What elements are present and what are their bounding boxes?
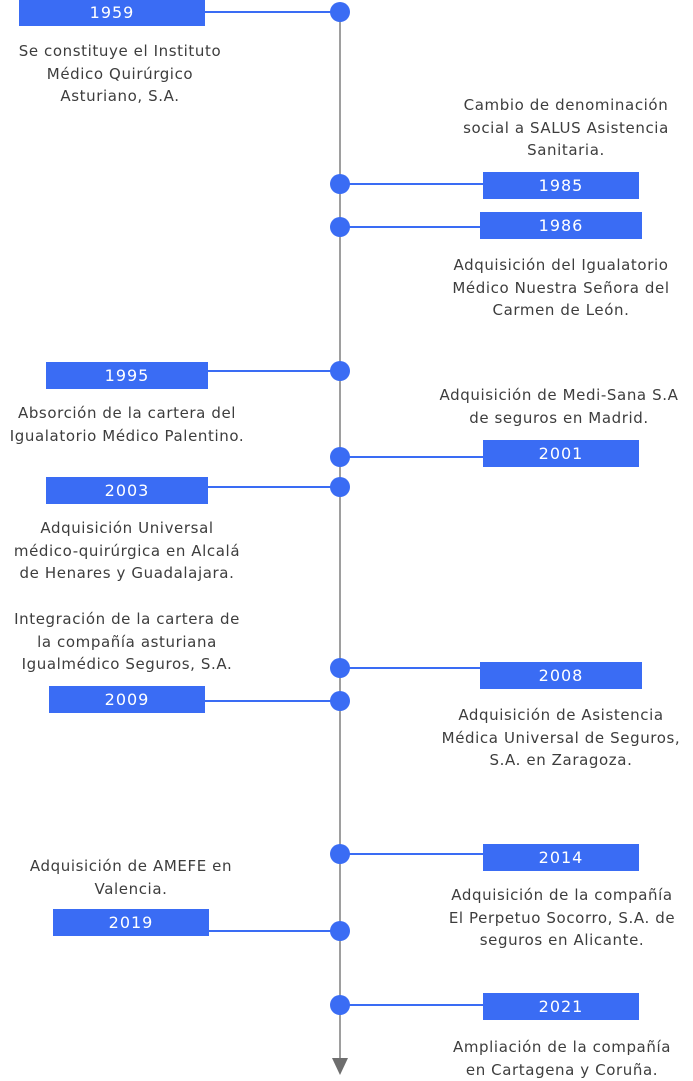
year-label: 1985 — [483, 172, 639, 199]
timeline-dot — [330, 217, 350, 237]
event-description: Ampliación de la compañía en Cartagena y… — [452, 1038, 672, 1079]
connector-line — [209, 930, 340, 932]
event-description: Cambio de denominación social a SALUS As… — [463, 96, 669, 159]
event-description: Absorción de la cartera del Igualatorio … — [9, 404, 245, 445]
connector-line — [340, 853, 483, 855]
connector-line — [340, 1004, 483, 1006]
timeline-dot — [330, 995, 350, 1015]
connector-line — [208, 486, 340, 488]
event-description: Adquisición de Asistencia Médica Univers… — [441, 706, 681, 769]
timeline-axis — [339, 12, 341, 1060]
timeline-dot — [330, 2, 350, 22]
connector-line — [340, 226, 480, 228]
event-description: Adquisición del Igualatorio Médico Nuest… — [452, 256, 670, 319]
timeline-dot — [330, 844, 350, 864]
event-description: Adquisición de Medi-Sana S.A de seguros … — [439, 386, 679, 427]
timeline-dot — [330, 174, 350, 194]
connector-line — [340, 183, 483, 185]
connector-line — [205, 700, 340, 702]
event-description: Se constituye el Instituto Médico Quirúr… — [18, 42, 222, 105]
event-description: Adquisición de la compañía El Perpetuo S… — [448, 886, 676, 949]
year-label: 2009 — [49, 686, 205, 713]
year-label: 2003 — [46, 477, 208, 504]
timeline-dot — [330, 921, 350, 941]
timeline-dot — [330, 658, 350, 678]
year-label: 2021 — [483, 993, 639, 1020]
event-description: Integración de la cartera de la compañía… — [14, 610, 240, 673]
event-description: Adquisición Universal médico-quirúrgica … — [13, 519, 241, 582]
connector-line — [208, 370, 340, 372]
timeline-dot — [330, 447, 350, 467]
year-label: 2014 — [483, 844, 639, 871]
year-label: 2008 — [480, 662, 642, 689]
year-label: 1959 — [19, 0, 205, 26]
connector-line — [340, 667, 480, 669]
year-label: 1986 — [480, 212, 642, 239]
timeline-dot — [330, 361, 350, 381]
year-label: 1995 — [46, 362, 208, 389]
year-label: 2019 — [53, 909, 209, 936]
connector-line — [340, 456, 483, 458]
event-description: Adquisición de AMEFE en Valencia. — [29, 857, 233, 898]
arrow-down-icon — [332, 1058, 348, 1075]
timeline-dot — [330, 477, 350, 497]
timeline-dot — [330, 691, 350, 711]
connector-line — [205, 11, 340, 13]
year-label: 2001 — [483, 440, 639, 467]
